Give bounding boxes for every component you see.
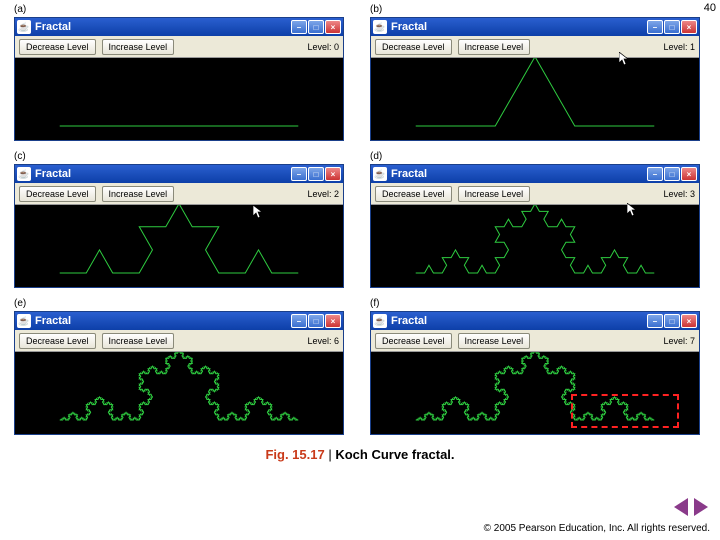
window-title: Fractal <box>391 168 647 180</box>
prev-arrow-icon[interactable] <box>674 498 688 516</box>
panel-label: (e) <box>14 298 350 309</box>
toolbar: Decrease Level Increase Level Level: 7 <box>371 330 699 352</box>
panel-a: (a) ☕ Fractal–□× Decrease Level Increase Lev… <box>14 4 350 141</box>
level-label: Level: 6 <box>307 336 339 346</box>
titlebar: ☕ Fractal–□× <box>15 18 343 36</box>
figure-number: Fig. 15.17 <box>265 447 324 462</box>
maximize-button[interactable]: □ <box>664 167 680 181</box>
fractal-canvas <box>15 205 343 287</box>
java-app-icon: ☕ <box>373 167 387 181</box>
java-app-icon: ☕ <box>373 314 387 328</box>
toolbar: Decrease Level Increase Level Level: 2 <box>15 183 343 205</box>
window-title: Fractal <box>35 21 291 33</box>
increase-level-button[interactable]: Increase Level <box>102 186 175 202</box>
fractal-window: ☕ Fractal–□× Decrease Level Increase Level L… <box>370 17 700 141</box>
titlebar: ☕ Fractal–□× <box>15 165 343 183</box>
level-label: Level: 0 <box>307 42 339 52</box>
window-title: Fractal <box>35 168 291 180</box>
level-label: Level: 7 <box>663 336 695 346</box>
panel-e: (e) ☕ Fractal–□× Decrease Level Increase Lev… <box>14 298 350 435</box>
minimize-button[interactable]: – <box>291 20 307 34</box>
toolbar: Decrease Level Increase Level Level: 0 <box>15 36 343 58</box>
window-title: Fractal <box>391 315 647 327</box>
level-label: Level: 3 <box>663 189 695 199</box>
minimize-button[interactable]: – <box>291 167 307 181</box>
level-label: Level: 2 <box>307 189 339 199</box>
titlebar: ☕ Fractal–□× <box>371 18 699 36</box>
java-app-icon: ☕ <box>17 167 31 181</box>
maximize-button[interactable]: □ <box>308 167 324 181</box>
fractal-window: ☕ Fractal–□× Decrease Level Increase Level L… <box>14 164 344 288</box>
close-button[interactable]: × <box>681 20 697 34</box>
maximize-button[interactable]: □ <box>664 20 680 34</box>
minimize-button[interactable]: – <box>647 167 663 181</box>
increase-level-button[interactable]: Increase Level <box>458 186 531 202</box>
java-app-icon: ☕ <box>17 20 31 34</box>
panel-label: (d) <box>370 151 706 162</box>
next-arrow-icon[interactable] <box>694 498 708 516</box>
level-label: Level: 1 <box>663 42 695 52</box>
panel-label: (b) <box>370 4 706 15</box>
toolbar: Decrease Level Increase Level Level: 3 <box>371 183 699 205</box>
panel-d: (d) ☕ Fractal–□× Decrease Level Increase Lev… <box>370 151 706 288</box>
toolbar: Decrease Level Increase Level Level: 6 <box>15 330 343 352</box>
figure-text: Koch Curve fractal. <box>335 447 454 462</box>
minimize-button[interactable]: – <box>647 314 663 328</box>
fractal-canvas <box>15 58 343 140</box>
java-app-icon: ☕ <box>17 314 31 328</box>
window-title: Fractal <box>35 315 291 327</box>
java-app-icon: ☕ <box>373 20 387 34</box>
maximize-button[interactable]: □ <box>308 20 324 34</box>
panel-label: (a) <box>14 4 350 15</box>
highlight-box <box>571 394 679 428</box>
titlebar: ☕ Fractal–□× <box>15 312 343 330</box>
fractal-canvas <box>371 352 699 434</box>
fractal-canvas <box>371 58 699 140</box>
decrease-level-button[interactable]: Decrease Level <box>375 186 452 202</box>
decrease-level-button[interactable]: Decrease Level <box>19 333 96 349</box>
minimize-button[interactable]: – <box>647 20 663 34</box>
titlebar: ☕ Fractal–□× <box>371 312 699 330</box>
close-button[interactable]: × <box>681 167 697 181</box>
panel-f: (f) ☕ Fractal–□× Decrease Level Increase Lev… <box>370 298 706 435</box>
close-button[interactable]: × <box>325 20 341 34</box>
figure-sep: | <box>325 447 336 462</box>
decrease-level-button[interactable]: Decrease Level <box>19 39 96 55</box>
panel-label: (c) <box>14 151 350 162</box>
increase-level-button[interactable]: Increase Level <box>102 333 175 349</box>
toolbar: Decrease Level Increase Level Level: 1 <box>371 36 699 58</box>
maximize-button[interactable]: □ <box>308 314 324 328</box>
panel-c: (c) ☕ Fractal–□× Decrease Level Increase Lev… <box>14 151 350 288</box>
page-number: 40 <box>704 2 716 14</box>
minimize-button[interactable]: – <box>291 314 307 328</box>
increase-level-button[interactable]: Increase Level <box>458 39 531 55</box>
nav-arrows <box>674 498 708 516</box>
fractal-canvas <box>371 205 699 287</box>
decrease-level-button[interactable]: Decrease Level <box>375 333 452 349</box>
decrease-level-button[interactable]: Decrease Level <box>19 186 96 202</box>
panel-grid: (a)☕Fractal–□×Decrease LevelIncrease Lev… <box>0 0 720 435</box>
fractal-window: ☕ Fractal–□× Decrease Level Increase Level L… <box>14 17 344 141</box>
fractal-window: ☕ Fractal–□× Decrease Level Increase Level L… <box>14 311 344 435</box>
panel-label: (f) <box>370 298 706 309</box>
titlebar: ☕ Fractal–□× <box>371 165 699 183</box>
copyright-text: © 2005 Pearson Education, Inc. All right… <box>10 523 710 534</box>
window-title: Fractal <box>391 21 647 33</box>
increase-level-button[interactable]: Increase Level <box>102 39 175 55</box>
close-button[interactable]: × <box>681 314 697 328</box>
fractal-window: ☕ Fractal–□× Decrease Level Increase Level L… <box>370 311 700 435</box>
fractal-window: ☕ Fractal–□× Decrease Level Increase Level L… <box>370 164 700 288</box>
close-button[interactable]: × <box>325 167 341 181</box>
decrease-level-button[interactable]: Decrease Level <box>375 39 452 55</box>
fractal-canvas <box>15 352 343 434</box>
figure-caption: Fig. 15.17 | Koch Curve fractal. <box>0 447 720 462</box>
increase-level-button[interactable]: Increase Level <box>458 333 531 349</box>
maximize-button[interactable]: □ <box>664 314 680 328</box>
panel-b: (b) ☕ Fractal–□× Decrease Level Increase Lev… <box>370 4 706 141</box>
close-button[interactable]: × <box>325 314 341 328</box>
